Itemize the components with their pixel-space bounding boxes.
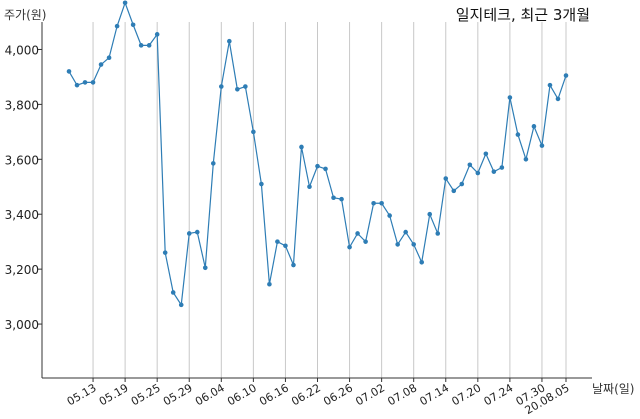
data-point [243, 84, 248, 89]
data-point [210, 161, 216, 166]
x-tick-label: 06.10 [225, 381, 259, 408]
data-point [194, 229, 200, 235]
data-point [178, 302, 184, 308]
data-point [275, 239, 280, 244]
data-point [162, 250, 168, 255]
data-point [186, 231, 192, 236]
data-point [66, 69, 72, 74]
data-point [379, 200, 384, 206]
y-tick-label: 3,800 [5, 98, 39, 112]
data-point [411, 242, 416, 247]
data-point [419, 259, 425, 265]
data-point [146, 43, 152, 48]
data-point [547, 82, 553, 88]
x-tick-label: 07.08 [385, 381, 419, 408]
data-point [483, 151, 489, 157]
x-tick-label: 06.22 [289, 381, 323, 408]
data-point [299, 144, 304, 150]
y-tick-label: 3,600 [5, 153, 39, 167]
data-point [106, 55, 112, 60]
data-point [355, 231, 360, 236]
data-point [74, 82, 80, 88]
data-point [563, 73, 569, 78]
data-point [387, 213, 392, 218]
x-tick-label: 05.13 [65, 381, 99, 408]
data-point [467, 162, 473, 168]
data-point [219, 84, 224, 89]
data-point [499, 165, 505, 170]
x-tick-label: 07.24 [482, 381, 516, 408]
data-point [395, 242, 400, 247]
data-point [451, 188, 457, 194]
y-tick-label: 3,200 [5, 263, 39, 277]
data-point [347, 244, 352, 250]
x-tick-label: 05.29 [161, 381, 195, 408]
data-point [122, 0, 128, 6]
data-point [251, 129, 256, 135]
data-point [227, 38, 232, 44]
data-point [515, 132, 521, 137]
data-point [98, 62, 104, 67]
x-tick-label: 06.04 [193, 381, 227, 408]
grid-lines [92, 22, 567, 378]
data-point [435, 231, 441, 236]
x-tick-label: 06.16 [257, 381, 291, 408]
data-point [531, 124, 537, 129]
y-tick-label: 3,000 [5, 318, 39, 332]
chart-title: 일지테크, 최근 3개월 [455, 6, 590, 24]
data-point [138, 43, 144, 48]
data-point [539, 143, 545, 148]
data-point [235, 86, 240, 92]
data-point [170, 290, 176, 295]
y-tick-label: 4,000 [5, 43, 39, 57]
data-point [475, 170, 481, 176]
data-point [315, 163, 320, 169]
x-tick-label: 07.20 [450, 381, 484, 408]
data-point [443, 176, 449, 181]
data-point [555, 96, 561, 102]
x-tick-label: 07.14 [417, 381, 451, 408]
data-point [202, 265, 208, 271]
data-point [507, 95, 513, 100]
data-point [307, 184, 312, 190]
data-point [130, 22, 136, 28]
data-point [371, 200, 376, 206]
data-point [403, 229, 408, 235]
data-point [291, 262, 296, 268]
x-axis-label: 날짜(일) [592, 382, 635, 396]
x-tick-label: 05.19 [97, 381, 131, 408]
data-point [283, 243, 288, 249]
x-tick-label: 05.25 [129, 381, 163, 408]
data-point [323, 166, 328, 172]
x-tick-label: 07.02 [353, 381, 387, 408]
y-axis-label: 주가(원) [4, 8, 47, 22]
data-point [491, 169, 497, 174]
data-point [459, 181, 465, 187]
data-point [267, 281, 272, 287]
y-ticks: 3,000 3,200 3,400 3,600 3,800 4,000 [5, 43, 42, 332]
data-point [154, 32, 160, 37]
data-point [331, 195, 336, 201]
data-point [259, 181, 264, 187]
y-tick-label: 3,400 [5, 208, 39, 222]
data-point [339, 196, 344, 202]
data-point [363, 239, 368, 244]
x-tick-label: 06.26 [321, 381, 355, 408]
data-point [427, 211, 433, 217]
x-ticks: 05.1305.1905.2505.2906.0406.1006.1606.22… [65, 378, 572, 417]
data-point [523, 157, 529, 162]
data-points [66, 0, 569, 308]
data-point [114, 23, 120, 29]
data-point [90, 80, 96, 85]
data-point [82, 80, 88, 85]
